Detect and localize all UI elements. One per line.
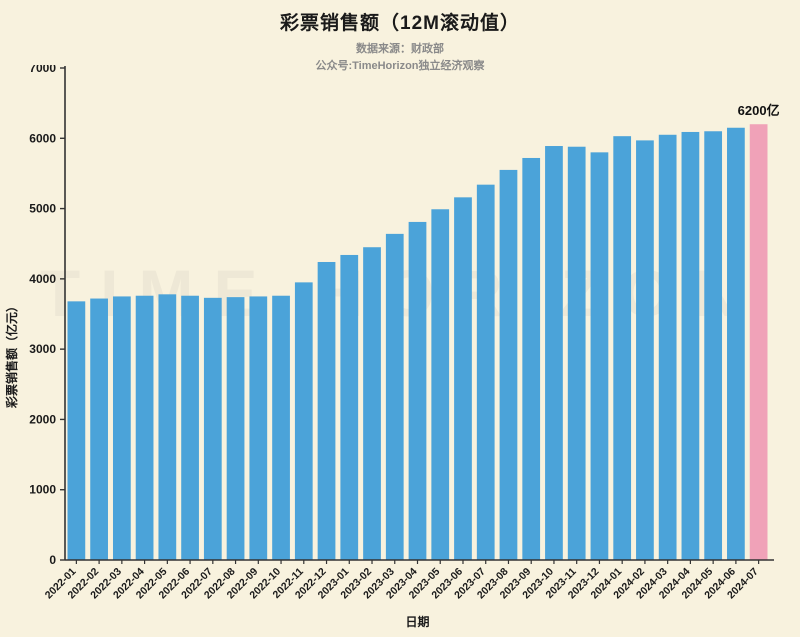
- bar: [203, 297, 222, 560]
- chart-header: 彩票销售额（12M滚动值） 数据来源：财政部 公众号:TimeHorizon独立…: [0, 0, 800, 75]
- y-tick-label: 7000: [29, 65, 56, 75]
- data-source-line: 数据来源：财政部: [356, 43, 444, 55]
- y-tick-label: 3000: [29, 342, 56, 356]
- bar: [681, 131, 700, 560]
- y-tick-label: 6000: [29, 131, 56, 145]
- bar: [522, 157, 541, 560]
- bar: [67, 301, 86, 560]
- bar: [158, 294, 177, 560]
- bar: [545, 146, 563, 560]
- bar: [112, 296, 131, 560]
- bar: [294, 282, 313, 560]
- bar: [658, 134, 677, 560]
- bar: [181, 295, 199, 560]
- x-axis-title: 日期: [405, 614, 429, 629]
- bar: [317, 261, 336, 560]
- bar: [454, 197, 472, 560]
- bar: [272, 295, 290, 560]
- account-line: 公众号:TimeHorizon独立经济观察: [315, 60, 485, 73]
- y-axis-title: 彩票销售额（亿元）: [4, 300, 19, 409]
- bar: [340, 254, 359, 560]
- y-tick-label: 2000: [29, 412, 56, 426]
- bar: [636, 140, 654, 560]
- y-tick-label: 0: [49, 553, 56, 567]
- bar-highlighted: [749, 124, 768, 561]
- bar: [431, 209, 450, 560]
- bar: [408, 221, 427, 560]
- y-tick-label: 5000: [29, 202, 56, 216]
- chart-subtitle: 数据来源：财政部 公众号:TimeHorizon独立经济观察: [0, 41, 800, 75]
- bar: [727, 127, 745, 561]
- bar: [613, 136, 632, 560]
- bar: [363, 247, 381, 561]
- bar: [567, 146, 586, 560]
- bar: [385, 233, 404, 560]
- lottery-sales-chart: 0 1000 2000 3000 4000 5000 6000 7000 2022-01 2022…: [0, 61, 800, 637]
- bar: [135, 295, 154, 560]
- y-tick-label: 1000: [29, 483, 56, 497]
- chart-canvas: 010002000300040005000600070002022-012022…: [4, 61, 780, 629]
- annotation-label: 6200亿: [738, 103, 780, 118]
- bar: [590, 152, 609, 560]
- bar: [704, 131, 723, 560]
- y-tick-label: 4000: [29, 272, 56, 286]
- bar: [249, 296, 268, 560]
- bar: [226, 297, 245, 560]
- bar: [90, 298, 108, 560]
- bar: [499, 169, 518, 560]
- bar: [476, 184, 495, 561]
- chart-title: 彩票销售额（12M滚动值）: [280, 13, 520, 34]
